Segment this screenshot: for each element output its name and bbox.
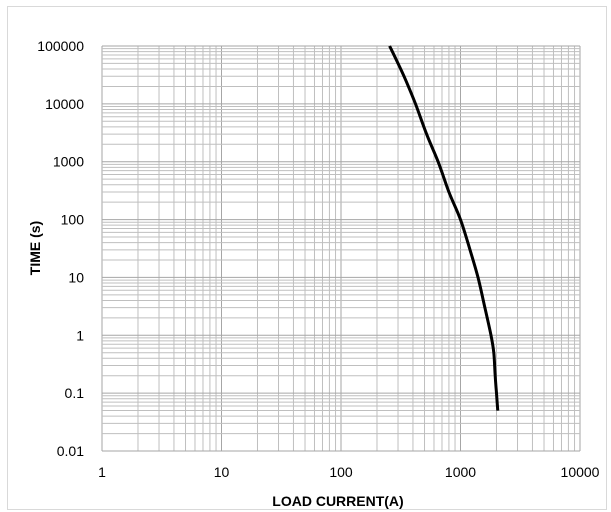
x-tick-label: 10 — [214, 464, 230, 480]
y-tick-label: 100 — [61, 212, 85, 228]
y-tick-label: 0.1 — [65, 385, 85, 401]
x-tick-labels: 1 10 100 1000 10000 — [98, 464, 600, 480]
x-tick-label: 10000 — [561, 464, 600, 480]
y-tick-label: 100000 — [37, 38, 84, 54]
x-tick-label: 100 — [329, 464, 353, 480]
y-tick-label: 1 — [76, 327, 84, 343]
y-tick-label: 10 — [68, 269, 84, 285]
grid — [101, 45, 581, 452]
series-layer — [388, 45, 500, 411]
y-tick-label: 10000 — [45, 96, 84, 112]
y-tick-label: 0.01 — [57, 443, 84, 459]
y-tick-labels: 0.01 0.1 1 10 100 1000 10000 100000 — [37, 38, 84, 459]
x-tick-label: 1000 — [445, 464, 476, 480]
y-tick-label: 1000 — [53, 154, 84, 170]
chart-frame — [7, 6, 607, 510]
x-tick-label: 1 — [98, 464, 106, 480]
series-line — [388, 45, 500, 411]
x-axis-title: LOAD CURRENT(A) — [272, 493, 403, 509]
y-axis-title: TIME (s) — [27, 221, 43, 275]
